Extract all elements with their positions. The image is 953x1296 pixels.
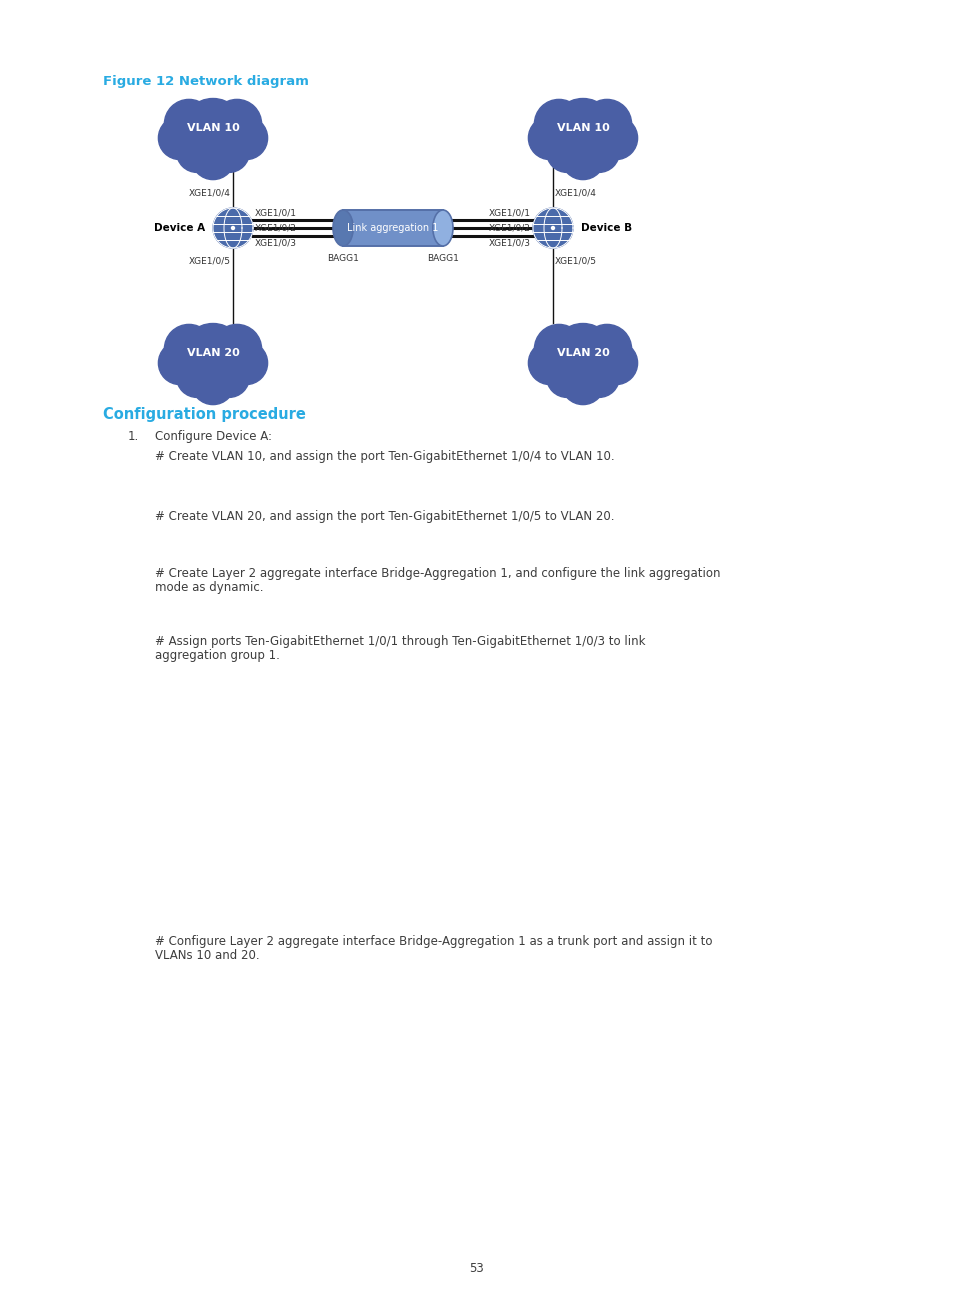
Text: # Create VLAN 20, and assign the port Ten-GigabitEthernet 1/0/5 to VLAN 20.: # Create VLAN 20, and assign the port Te… bbox=[154, 511, 614, 524]
Circle shape bbox=[224, 117, 268, 159]
Text: XGE1/0/3: XGE1/0/3 bbox=[489, 238, 531, 248]
Circle shape bbox=[232, 227, 234, 229]
Ellipse shape bbox=[433, 210, 453, 246]
Circle shape bbox=[578, 132, 618, 172]
Circle shape bbox=[581, 100, 631, 149]
Text: # Create Layer 2 aggregate interface Bridge-Aggregation 1, and configure the lin: # Create Layer 2 aggregate interface Bri… bbox=[154, 568, 720, 581]
Circle shape bbox=[213, 100, 261, 149]
Circle shape bbox=[164, 324, 213, 373]
Circle shape bbox=[581, 324, 631, 373]
Text: Figure 12 Network diagram: Figure 12 Network diagram bbox=[103, 75, 309, 88]
Circle shape bbox=[560, 362, 604, 404]
Text: XGE1/0/2: XGE1/0/2 bbox=[254, 223, 296, 232]
Circle shape bbox=[176, 132, 217, 172]
Circle shape bbox=[158, 117, 201, 159]
Text: Configure Device A:: Configure Device A: bbox=[154, 430, 272, 443]
Text: # Assign ports Ten-GigabitEthernet 1/0/1 through Ten-GigabitEthernet 1/0/3 to li: # Assign ports Ten-GigabitEthernet 1/0/1… bbox=[154, 635, 645, 648]
Text: mode as dynamic.: mode as dynamic. bbox=[154, 581, 263, 594]
Circle shape bbox=[551, 98, 614, 162]
Circle shape bbox=[551, 227, 554, 229]
Text: aggregation group 1.: aggregation group 1. bbox=[154, 649, 279, 662]
Text: XGE1/0/5: XGE1/0/5 bbox=[555, 257, 597, 264]
Text: Device B: Device B bbox=[580, 223, 632, 233]
Text: Link aggregation 1: Link aggregation 1 bbox=[347, 223, 438, 233]
Circle shape bbox=[594, 117, 637, 159]
Circle shape bbox=[181, 324, 244, 386]
Text: XGE1/0/1: XGE1/0/1 bbox=[489, 209, 531, 218]
Text: VLANs 10 and 20.: VLANs 10 and 20. bbox=[154, 949, 259, 962]
Text: XGE1/0/4: XGE1/0/4 bbox=[189, 189, 231, 198]
Circle shape bbox=[158, 341, 201, 385]
Text: VLAN 20: VLAN 20 bbox=[187, 349, 239, 358]
Circle shape bbox=[560, 136, 604, 180]
Circle shape bbox=[534, 324, 583, 373]
Circle shape bbox=[176, 356, 217, 398]
Text: # Create VLAN 10, and assign the port Ten-GigabitEthernet 1/0/4 to VLAN 10.: # Create VLAN 10, and assign the port Te… bbox=[154, 450, 614, 463]
Circle shape bbox=[533, 207, 573, 248]
Circle shape bbox=[164, 100, 213, 149]
Text: VLAN 10: VLAN 10 bbox=[556, 123, 609, 133]
Text: 1.: 1. bbox=[128, 430, 139, 443]
Text: Configuration procedure: Configuration procedure bbox=[103, 407, 306, 422]
Text: # Configure Layer 2 aggregate interface Bridge-Aggregation 1 as a trunk port and: # Configure Layer 2 aggregate interface … bbox=[154, 934, 712, 947]
Text: XGE1/0/5: XGE1/0/5 bbox=[189, 257, 231, 264]
Circle shape bbox=[551, 324, 614, 386]
Circle shape bbox=[209, 132, 249, 172]
Circle shape bbox=[528, 117, 571, 159]
Circle shape bbox=[578, 356, 618, 398]
Circle shape bbox=[534, 100, 583, 149]
Text: Device A: Device A bbox=[153, 223, 205, 233]
Text: XGE1/0/4: XGE1/0/4 bbox=[555, 189, 597, 198]
Circle shape bbox=[546, 132, 587, 172]
Circle shape bbox=[528, 341, 571, 385]
Circle shape bbox=[181, 98, 244, 162]
Text: XGE1/0/1: XGE1/0/1 bbox=[254, 209, 296, 218]
Circle shape bbox=[224, 341, 268, 385]
Circle shape bbox=[209, 356, 249, 398]
Circle shape bbox=[546, 356, 587, 398]
Text: 53: 53 bbox=[469, 1262, 484, 1275]
Circle shape bbox=[192, 362, 234, 404]
Text: VLAN 10: VLAN 10 bbox=[187, 123, 239, 133]
Text: XGE1/0/3: XGE1/0/3 bbox=[254, 238, 296, 248]
Circle shape bbox=[213, 207, 253, 248]
Circle shape bbox=[192, 136, 234, 180]
Circle shape bbox=[594, 341, 637, 385]
Polygon shape bbox=[343, 210, 442, 246]
Text: VLAN 20: VLAN 20 bbox=[556, 349, 609, 358]
Text: BAGG1: BAGG1 bbox=[427, 254, 458, 263]
Ellipse shape bbox=[333, 210, 353, 246]
Text: BAGG1: BAGG1 bbox=[327, 254, 358, 263]
Text: XGE1/0/2: XGE1/0/2 bbox=[489, 223, 531, 232]
Circle shape bbox=[213, 324, 261, 373]
